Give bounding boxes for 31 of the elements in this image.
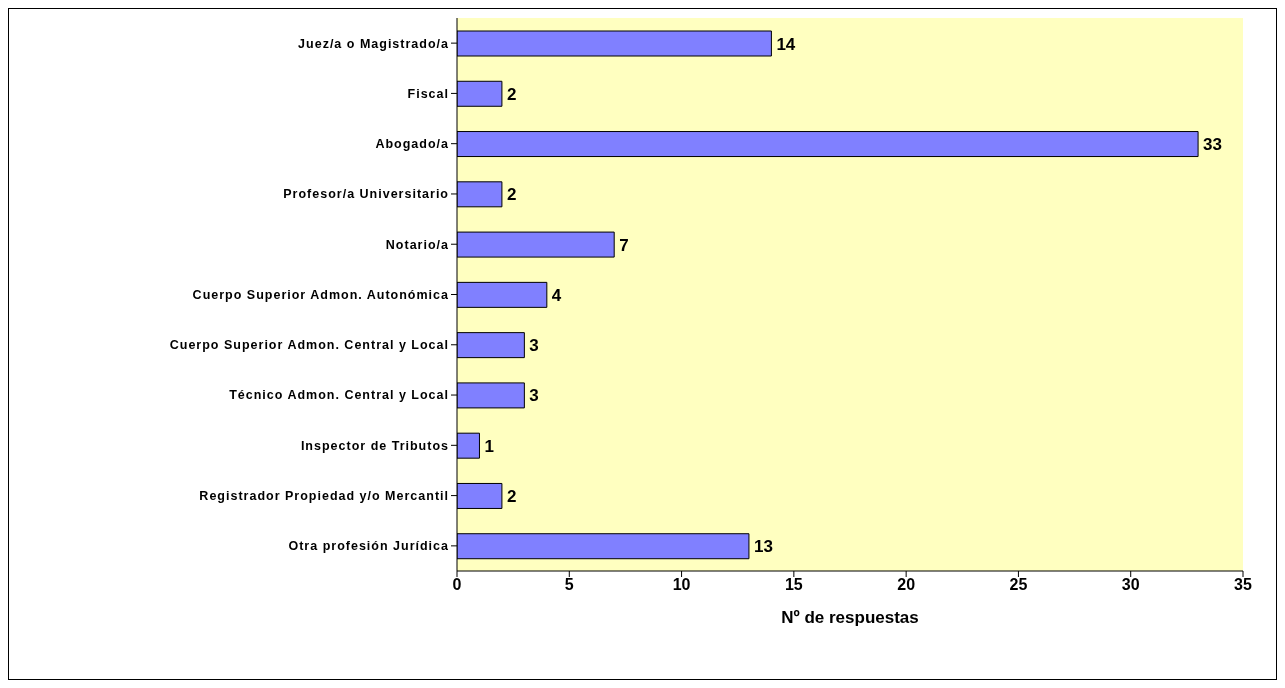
x-axis-title: Nº de respuestas bbox=[781, 608, 919, 628]
y-tick-label: Juez/a o Magistrado/a bbox=[298, 36, 450, 51]
y-tick-label: Inspector de Tributos bbox=[300, 438, 449, 453]
data-label: 2 bbox=[506, 185, 517, 205]
x-tick-label: 10 bbox=[672, 576, 691, 594]
data-label: 3 bbox=[529, 336, 539, 356]
data-label: 2 bbox=[506, 486, 517, 506]
y-tick-label: Técnico Admon. Central y Local bbox=[229, 388, 449, 403]
data-label: 33 bbox=[1203, 135, 1223, 155]
x-tick-label: 25 bbox=[1009, 576, 1028, 594]
data-label: 1 bbox=[484, 436, 494, 456]
y-tick-label: Notario/a bbox=[385, 237, 450, 252]
data-label: 13 bbox=[753, 537, 773, 557]
x-tick-label: 30 bbox=[1121, 576, 1140, 594]
data-label: 14 bbox=[776, 34, 796, 54]
x-tick-label: 35 bbox=[1234, 576, 1252, 594]
y-tick-label: Otra profesión Jurídica bbox=[288, 539, 450, 554]
y-tick-label: Abogado/a bbox=[375, 137, 450, 152]
y-tick-label: Cuerpo Superior Admon. Autonómica bbox=[192, 287, 450, 302]
x-tick-label: 15 bbox=[784, 576, 803, 594]
y-tick-label: Fiscal bbox=[407, 86, 449, 101]
data-label: 3 bbox=[529, 386, 539, 406]
data-label: 4 bbox=[551, 285, 562, 305]
y-tick-label: Registrador Propiedad y/o Mercantil bbox=[199, 489, 449, 504]
x-tick-label: 20 bbox=[897, 576, 916, 594]
x-tick-label: 5 bbox=[564, 576, 574, 594]
y-tick-label: Cuerpo Superior Admon. Central y Local bbox=[169, 338, 449, 353]
data-label: 7 bbox=[619, 235, 629, 255]
x-tick-label: 0 bbox=[452, 576, 462, 594]
y-tick-label: Profesor/a Universitario bbox=[283, 187, 449, 202]
data-label: 2 bbox=[506, 84, 517, 104]
